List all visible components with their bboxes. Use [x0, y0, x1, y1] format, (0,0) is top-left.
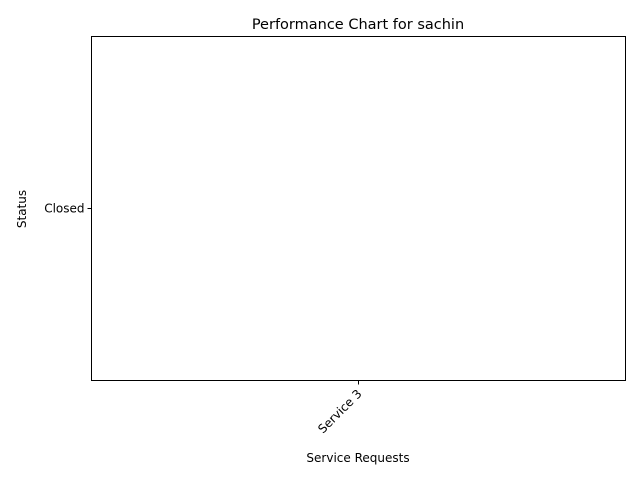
x-axis-label: Service Requests — [306, 451, 409, 465]
y-axis-ticks: Closed — [44, 202, 92, 216]
y-axis-label: Status — [15, 190, 29, 228]
y-tick-label: Closed — [44, 202, 84, 216]
chart-title: Performance Chart for sachin — [252, 17, 464, 33]
